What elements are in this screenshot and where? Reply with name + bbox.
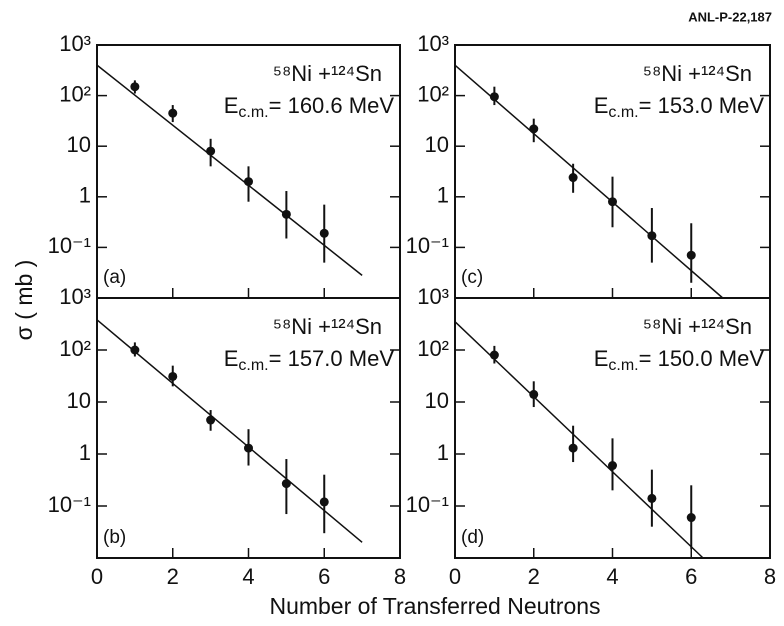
y-tick-label: 10⁻¹ [48,492,91,517]
x-tick-label: 6 [318,564,330,589]
y-tick-label: 10⁻¹ [48,233,91,258]
x-tick-label: 2 [167,564,179,589]
reaction-label: ⁵⁸Ni +¹²⁴Sn [643,314,752,339]
energy-symbol: E [594,346,609,371]
fit-line [96,64,363,276]
energy-label: Ec.m.= 153.0 MeV [594,93,765,121]
y-tick-label: 10² [59,81,91,106]
data-point [489,350,499,360]
data-point [568,173,578,183]
data-point [647,493,657,503]
y-axis-label: σ ( mb ) [11,260,37,341]
data-point [489,92,499,102]
fit-line [454,64,724,299]
data-point [244,177,253,187]
x-tick-label: 0 [449,564,461,589]
y-tick-label: 1 [437,440,449,465]
data-point [281,209,291,219]
x-tick-label: 8 [394,564,406,589]
reaction-label: ⁵⁸Ni +¹²⁴Sn [273,61,382,86]
energy-subscript: c.m. [238,357,268,374]
x-tick-label: 4 [242,564,254,589]
x-axis-label: Number of Transferred Neutrons [269,593,600,619]
figure-id: ANL-P-22,187 [688,9,772,24]
energy-subscript: c.m. [238,104,268,121]
data-point [686,513,696,523]
data-point [319,497,329,507]
data-point [168,371,178,381]
y-tick-label: 10³ [59,31,91,56]
energy-symbol: E [594,93,609,118]
y-tick-label: 10⁻¹ [406,233,449,258]
data-point [529,124,539,134]
y-tick-label: 10 [425,132,449,157]
x-tick-label: 2 [528,564,540,589]
y-tick-label: 1 [437,183,449,208]
data-point [130,82,140,92]
energy-text: = 150.0 MeV [639,346,765,371]
panel-label: (a) [103,267,126,288]
fit-line [96,319,363,543]
data-point [608,197,617,207]
y-tick-label: 1 [79,183,91,208]
data-point [647,231,657,241]
data-point [319,228,329,238]
x-tick-label: 6 [685,564,697,589]
y-tick-label: 10² [417,336,449,361]
reaction-label: ⁵⁸Ni +¹²⁴Sn [643,61,752,86]
data-point [529,389,539,399]
y-tick-label: 10⁻¹ [406,492,449,517]
y-tick-label: 10² [417,81,449,106]
x-tick-label: 0 [91,564,103,589]
y-tick-label: 1 [79,440,91,465]
panel-label: (d) [461,527,484,548]
y-tick-label: 10 [67,388,91,413]
data-point [608,461,617,471]
energy-label: Ec.m.= 157.0 MeV [224,346,395,374]
energy-label: Ec.m.= 150.0 MeV [594,346,765,374]
x-tick-label: 8 [764,564,776,589]
reaction-label: ⁵⁸Ni +¹²⁴Sn [273,314,382,339]
data-point [206,415,216,425]
data-point [244,443,253,453]
energy-subscript: c.m. [608,104,638,121]
panel-label: (b) [103,527,126,548]
fit-line [454,321,704,559]
x-tick-label: 4 [606,564,618,589]
energy-label: Ec.m.= 160.6 MeV [224,93,395,121]
data-point [130,345,140,355]
data-point [206,146,216,156]
data-point [568,443,578,453]
y-tick-label: 10 [425,388,449,413]
y-tick-label: 10 [67,132,91,157]
energy-text: = 157.0 MeV [269,346,395,371]
y-tick-label: 10³ [417,31,449,56]
y-tick-label: 10³ [59,284,91,309]
panel-label: (c) [461,267,483,288]
energy-symbol: E [224,346,239,371]
data-point [281,479,291,489]
energy-symbol: E [224,93,239,118]
data-point [168,108,178,118]
energy-text: = 160.6 MeV [269,93,395,118]
energy-subscript: c.m. [608,357,638,374]
data-point [686,250,696,260]
energy-text: = 153.0 MeV [639,93,765,118]
y-tick-label: 10³ [417,284,449,309]
y-tick-label: 10² [59,336,91,361]
